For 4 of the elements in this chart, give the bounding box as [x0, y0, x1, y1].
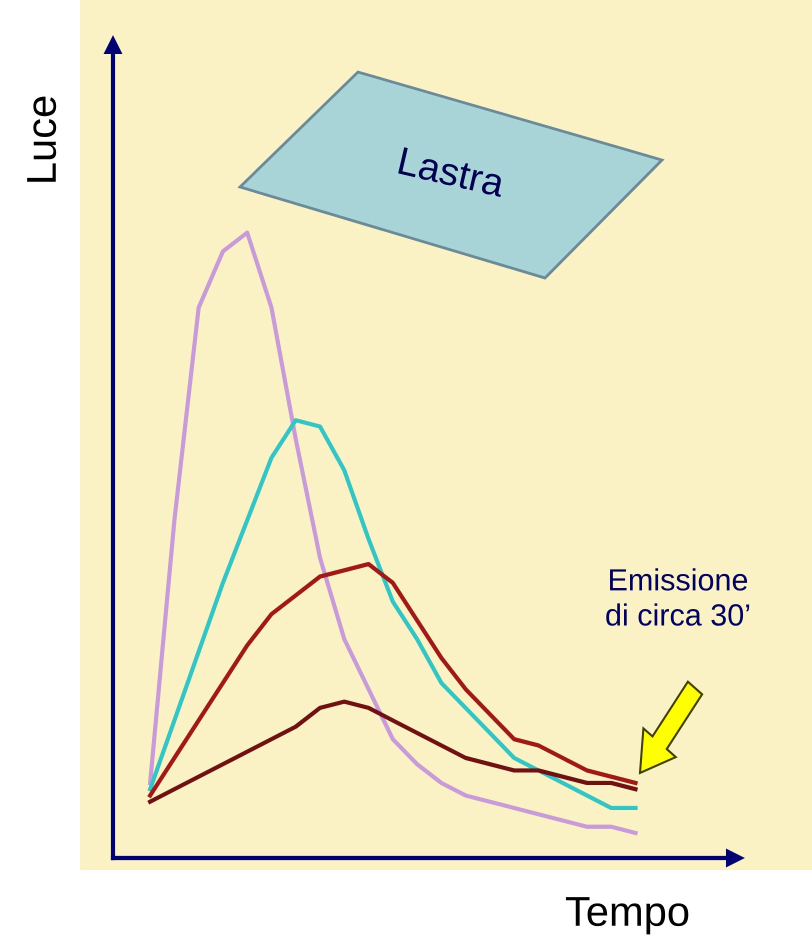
- y-axis-title: Luce: [27, 96, 56, 182]
- annotation: Emissione di circa 30’: [606, 568, 750, 626]
- x-axis-title: Tempo: [566, 897, 688, 934]
- text: Lastra: [398, 147, 506, 198]
